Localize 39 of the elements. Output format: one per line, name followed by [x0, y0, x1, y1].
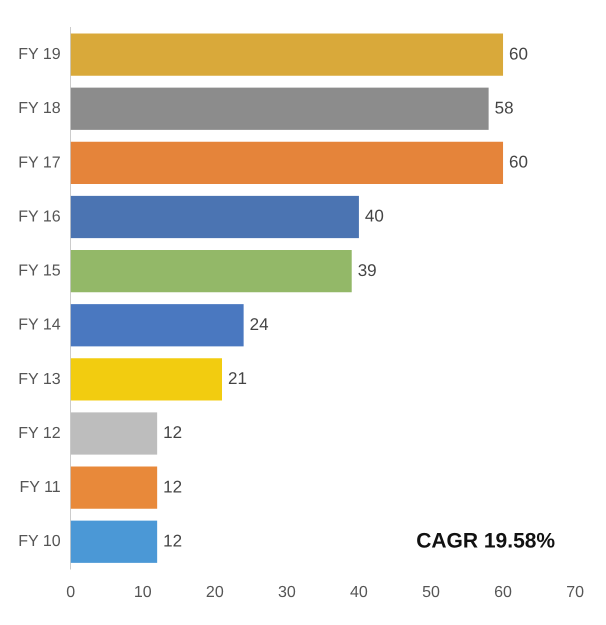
- y-tick-label: FY 18: [18, 100, 61, 118]
- y-tick-label: FY 14: [18, 316, 61, 334]
- y-tick-label: FY 13: [18, 370, 61, 388]
- x-tick-label: 20: [206, 584, 224, 601]
- bar: [70, 412, 158, 455]
- bar: [70, 88, 489, 130]
- bar: [70, 196, 359, 238]
- x-tick-label: 70: [566, 584, 584, 601]
- x-tick-label: 50: [422, 584, 440, 601]
- data-label: 12: [163, 531, 182, 550]
- y-tick-label: FY 17: [18, 154, 61, 172]
- y-tick-label: FY 19: [18, 46, 61, 64]
- data-label: 58: [494, 98, 514, 118]
- data-label: 39: [358, 260, 377, 280]
- bar: [70, 250, 352, 292]
- y-tick-label: FY 16: [18, 208, 61, 226]
- y-tick-label: FY 12: [18, 424, 61, 442]
- y-tick-label: FY 15: [18, 262, 61, 280]
- bar: [70, 466, 158, 509]
- x-tick-label: 40: [350, 584, 368, 601]
- bar: [70, 34, 504, 76]
- bar: [70, 142, 504, 184]
- data-label: 24: [250, 314, 269, 334]
- x-tick-label: 30: [278, 584, 296, 601]
- data-label: 12: [163, 477, 182, 496]
- data-label: 60: [509, 44, 528, 64]
- data-label: 40: [364, 206, 384, 226]
- y-tick-label: FY 10: [18, 533, 61, 550]
- x-tick-label: 60: [494, 584, 512, 601]
- y-tick-label: FY 11: [19, 479, 61, 496]
- bar: [70, 358, 222, 400]
- bar: [70, 304, 244, 346]
- annotation: CAGR 19.58%: [416, 530, 556, 553]
- bar: [70, 520, 158, 563]
- x-tick-label: 10: [134, 584, 152, 601]
- x-tick-label: 0: [66, 584, 76, 601]
- data-label: 60: [509, 152, 528, 172]
- data-label: 12: [163, 423, 182, 442]
- data-label: 21: [228, 369, 247, 388]
